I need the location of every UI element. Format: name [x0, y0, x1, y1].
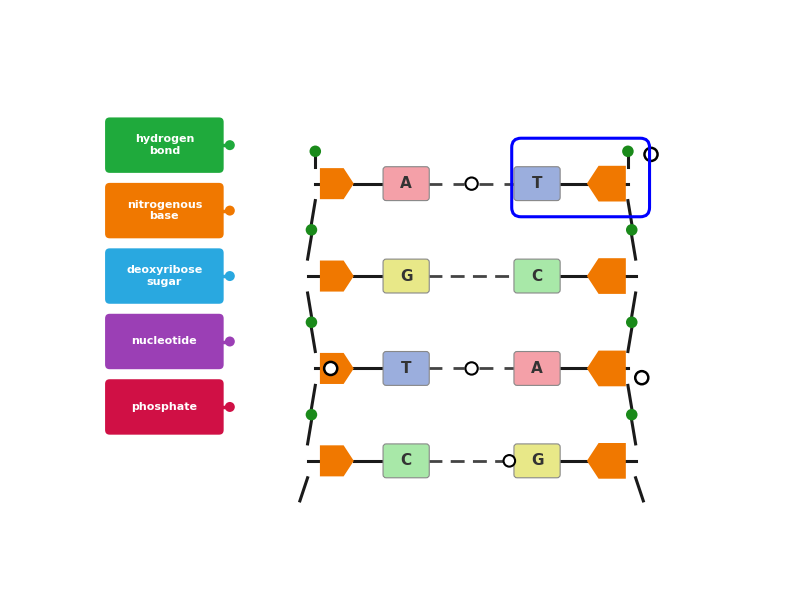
FancyBboxPatch shape — [105, 379, 224, 434]
FancyBboxPatch shape — [383, 167, 430, 200]
FancyBboxPatch shape — [514, 167, 560, 200]
Text: deoxyribose
sugar: deoxyribose sugar — [126, 265, 202, 287]
Circle shape — [306, 316, 318, 328]
Circle shape — [635, 371, 648, 384]
Polygon shape — [320, 260, 354, 292]
Circle shape — [645, 148, 658, 161]
FancyBboxPatch shape — [383, 352, 430, 385]
Circle shape — [225, 140, 235, 150]
Text: T: T — [532, 176, 542, 191]
Circle shape — [626, 316, 638, 328]
Polygon shape — [320, 168, 354, 199]
Text: T: T — [401, 361, 411, 376]
Text: G: G — [531, 454, 543, 469]
Circle shape — [225, 271, 235, 281]
FancyBboxPatch shape — [105, 183, 224, 238]
Polygon shape — [587, 350, 626, 386]
FancyBboxPatch shape — [105, 248, 224, 304]
Circle shape — [622, 146, 634, 157]
Circle shape — [225, 337, 235, 347]
Text: phosphate: phosphate — [131, 402, 198, 412]
Polygon shape — [587, 443, 626, 479]
Circle shape — [225, 206, 235, 215]
FancyBboxPatch shape — [514, 352, 560, 385]
Circle shape — [466, 362, 478, 374]
Circle shape — [306, 224, 318, 236]
Circle shape — [324, 362, 338, 375]
Text: nitrogenous
base: nitrogenous base — [126, 200, 202, 221]
Text: hydrogen
bond: hydrogen bond — [134, 134, 194, 156]
Text: C: C — [531, 269, 542, 284]
FancyBboxPatch shape — [514, 259, 560, 293]
FancyBboxPatch shape — [105, 314, 224, 369]
Circle shape — [306, 409, 318, 421]
Circle shape — [626, 409, 638, 421]
Circle shape — [503, 455, 515, 467]
FancyBboxPatch shape — [383, 444, 430, 478]
Text: G: G — [400, 269, 413, 284]
Text: A: A — [400, 176, 412, 191]
FancyBboxPatch shape — [383, 259, 430, 293]
Circle shape — [310, 146, 321, 157]
Circle shape — [225, 402, 235, 412]
Circle shape — [466, 178, 478, 190]
Polygon shape — [320, 353, 354, 384]
FancyBboxPatch shape — [105, 118, 224, 173]
Polygon shape — [587, 258, 626, 294]
Text: A: A — [531, 361, 543, 376]
Text: C: C — [401, 454, 412, 469]
FancyBboxPatch shape — [514, 444, 560, 478]
Polygon shape — [320, 445, 354, 476]
Polygon shape — [587, 166, 626, 202]
Text: nucleotide: nucleotide — [131, 337, 197, 346]
Circle shape — [626, 224, 638, 236]
